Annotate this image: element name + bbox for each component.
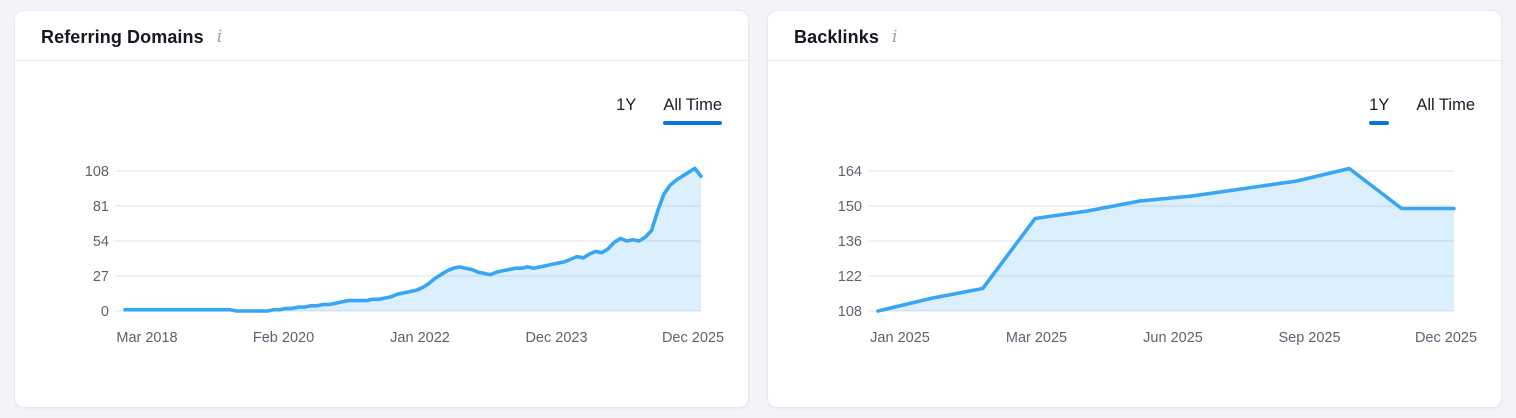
svg-text:122: 122: [838, 269, 862, 285]
backlinks-range-tabs: 1Y All Time: [1369, 95, 1475, 125]
svg-text:54: 54: [93, 234, 109, 250]
svg-text:108: 108: [838, 304, 862, 320]
backlinks-card: Backlinks i 1Y All Time 108 122 136 150 164 J…: [767, 10, 1502, 408]
svg-text:Feb 2020: Feb 2020: [253, 330, 314, 346]
svg-text:0: 0: [101, 304, 109, 320]
svg-text:Dec 2023: Dec 2023: [525, 330, 587, 346]
svg-text:Mar 2018: Mar 2018: [116, 330, 177, 346]
tab-1y[interactable]: 1Y: [616, 95, 636, 125]
info-icon[interactable]: i: [891, 26, 898, 47]
svg-text:164: 164: [838, 164, 862, 180]
backlinks-chart[interactable]: 108 122 136 150 164 Jan 2025 Mar 2025 Jun 2025 S…: [778, 146, 1484, 361]
tab-all-time[interactable]: All Time: [1416, 95, 1475, 125]
tab-all-time[interactable]: All Time: [663, 95, 722, 125]
svg-text:Sep 2025: Sep 2025: [1278, 330, 1340, 346]
referring-domains-title: Referring Domains: [41, 27, 204, 47]
svg-text:108: 108: [85, 164, 109, 180]
svg-text:Dec 2025: Dec 2025: [662, 330, 724, 346]
backlinks-title: Backlinks: [794, 27, 879, 47]
svg-text:27: 27: [93, 269, 109, 285]
svg-text:150: 150: [838, 199, 862, 215]
backlinks-header: Backlinks i: [768, 11, 1501, 61]
referring-domains-card: Referring Domains i 1Y All Time 0 27 54 81 1…: [14, 10, 749, 408]
svg-text:Mar 2025: Mar 2025: [1006, 330, 1067, 346]
referring-domains-header: Referring Domains i: [15, 11, 748, 61]
info-icon[interactable]: i: [216, 26, 223, 47]
referring-domains-range-tabs: 1Y All Time: [616, 95, 722, 125]
referring-domains-chart[interactable]: 0 27 54 81 108 Mar 2018 Feb 2020 Jan 2022 Dec 20…: [25, 146, 731, 361]
charts-row: Referring Domains i 1Y All Time 0 27 54 81 1…: [14, 10, 1502, 408]
svg-text:Jan 2022: Jan 2022: [390, 330, 450, 346]
tab-1y[interactable]: 1Y: [1369, 95, 1389, 125]
svg-text:Jun 2025: Jun 2025: [1143, 330, 1203, 346]
svg-text:Dec 2025: Dec 2025: [1415, 330, 1477, 346]
svg-text:81: 81: [93, 199, 109, 215]
svg-text:136: 136: [838, 234, 862, 250]
svg-text:Jan 2025: Jan 2025: [870, 330, 930, 346]
